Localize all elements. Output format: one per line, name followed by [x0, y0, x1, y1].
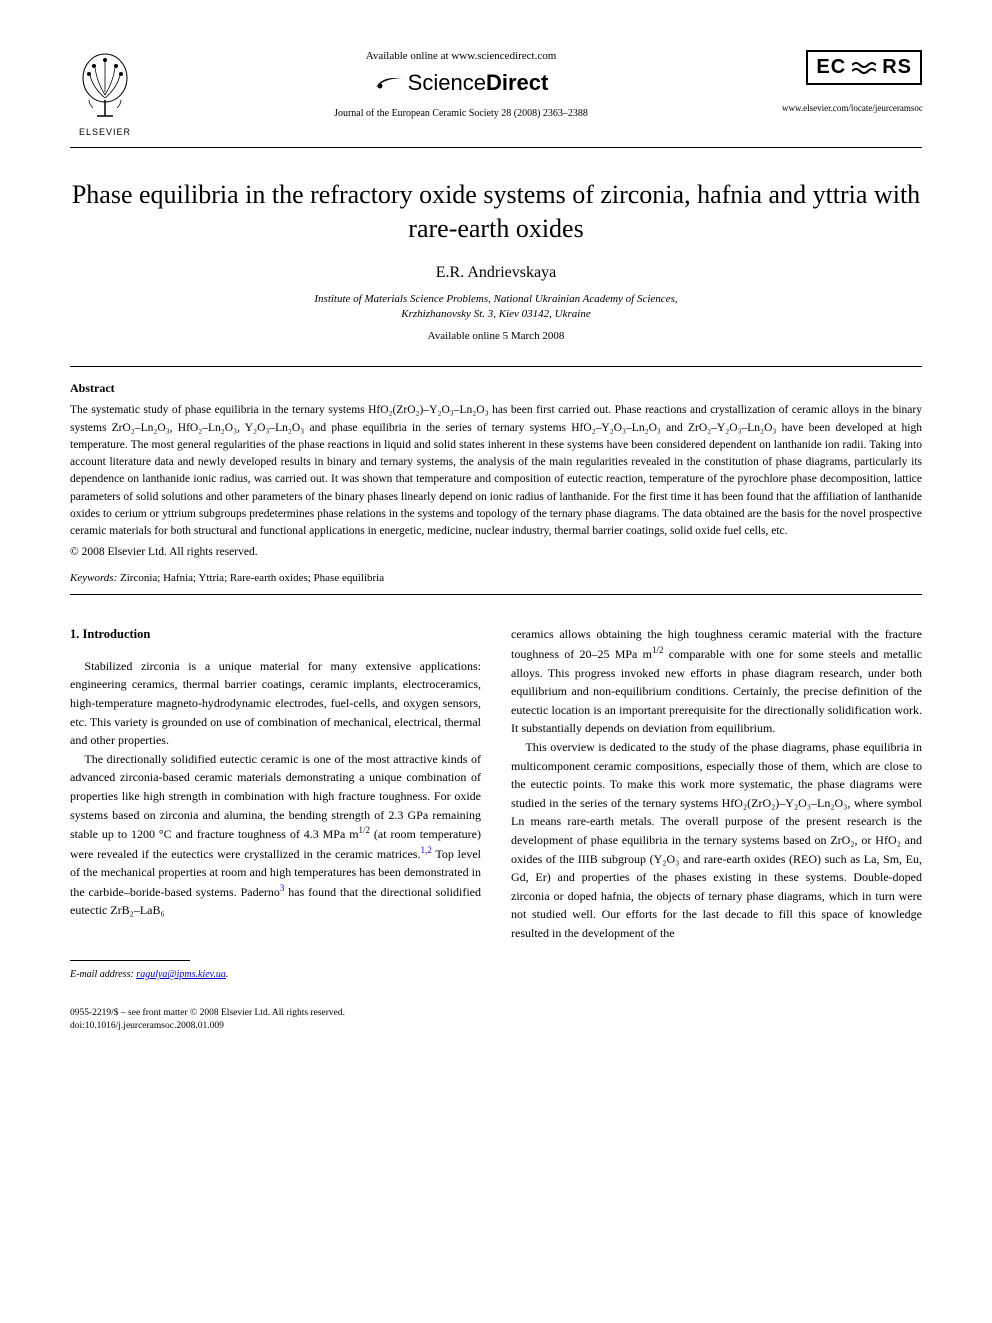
- elsevier-label: ELSEVIER: [70, 127, 140, 137]
- journal-reference: Journal of the European Ceramic Society …: [140, 108, 782, 119]
- rp1-sup1: 1/2: [652, 645, 664, 655]
- section-head-intro: 1. Introduction: [70, 625, 481, 644]
- left-para-1: Stabilized zirconia is a unique material…: [70, 657, 481, 750]
- available-online-text: Available online at www.sciencedirect.co…: [140, 50, 782, 62]
- lp2-ref1[interactable]: 1,2: [420, 845, 431, 855]
- sciencedirect-swoosh-icon: [374, 73, 404, 93]
- sd-plain: Science: [408, 70, 486, 95]
- keywords-label: Keywords:: [70, 572, 117, 584]
- email-link[interactable]: ragulya@ipms.kiev.ua: [136, 969, 226, 980]
- footer-line2: doi:10.1016/j.jeurceramsoc.2008.01.009: [70, 1020, 922, 1033]
- ecers-right: RS: [882, 56, 912, 79]
- affiliation-line2: Krzhizhanovsky St. 3, Kiev 03142, Ukrain…: [401, 308, 590, 320]
- abstract-bottom-rule: [70, 594, 922, 595]
- left-para-2: The directionally solidified eutectic ce…: [70, 750, 481, 920]
- right-para-1: ceramics allows obtaining the high tough…: [511, 625, 922, 738]
- page-header: ELSEVIER Available online at www.science…: [70, 50, 922, 137]
- abstract-heading: Abstract: [70, 381, 922, 396]
- elsevier-tree-icon: [75, 50, 135, 120]
- sd-bold: Direct: [486, 70, 548, 95]
- author-name: E.R. Andrievskaya: [70, 264, 922, 282]
- abstract-top-rule: [70, 366, 922, 367]
- lp2-sup1: 1/2: [359, 825, 371, 835]
- ecers-logo: EC RS: [806, 50, 922, 85]
- journal-url: www.elsevier.com/locate/jeurceramsoc: [782, 103, 922, 113]
- footer-line1: 0955-2219/$ – see front matter © 2008 El…: [70, 1007, 922, 1020]
- right-column: ceramics allows obtaining the high tough…: [511, 625, 922, 982]
- email-period: .: [226, 969, 229, 980]
- right-para-2: This overview is dedicated to the study …: [511, 738, 922, 943]
- body-columns: 1. Introduction Stabilized zirconia is a…: [70, 625, 922, 982]
- abstract-body: The systematic study of phase equilibria…: [70, 402, 922, 540]
- paper-title: Phase equilibria in the refractory oxide…: [70, 178, 922, 246]
- ecers-left: EC: [816, 56, 846, 79]
- left-column: 1. Introduction Stabilized zirconia is a…: [70, 625, 481, 982]
- keywords-line: Keywords: Zirconia; Hafnia; Yttria; Rare…: [70, 572, 922, 584]
- available-date: Available online 5 March 2008: [70, 330, 922, 342]
- ecers-wave-icon: [852, 60, 876, 76]
- sciencedirect-logo: ScienceDirect: [140, 70, 782, 96]
- ecers-block: EC RS www.elsevier.com/locate/jeurcerams…: [782, 50, 922, 113]
- page-footer: 0955-2219/$ – see front matter © 2008 El…: [70, 1007, 922, 1034]
- copyright-line: © 2008 Elsevier Ltd. All rights reserved…: [70, 546, 922, 558]
- footnote-rule: [70, 960, 190, 961]
- affiliation: Institute of Materials Science Problems,…: [70, 292, 922, 323]
- center-header: Available online at www.sciencedirect.co…: [140, 50, 782, 119]
- email-label: E-mail address:: [70, 969, 134, 980]
- keywords-text: Zirconia; Hafnia; Yttria; Rare-earth oxi…: [117, 572, 384, 584]
- affiliation-line1: Institute of Materials Science Problems,…: [314, 293, 677, 305]
- elsevier-logo: ELSEVIER: [70, 50, 140, 137]
- email-footnote: E-mail address: ragulya@ipms.kiev.ua.: [70, 967, 481, 983]
- sciencedirect-text: ScienceDirect: [408, 70, 549, 96]
- header-rule: [70, 147, 922, 148]
